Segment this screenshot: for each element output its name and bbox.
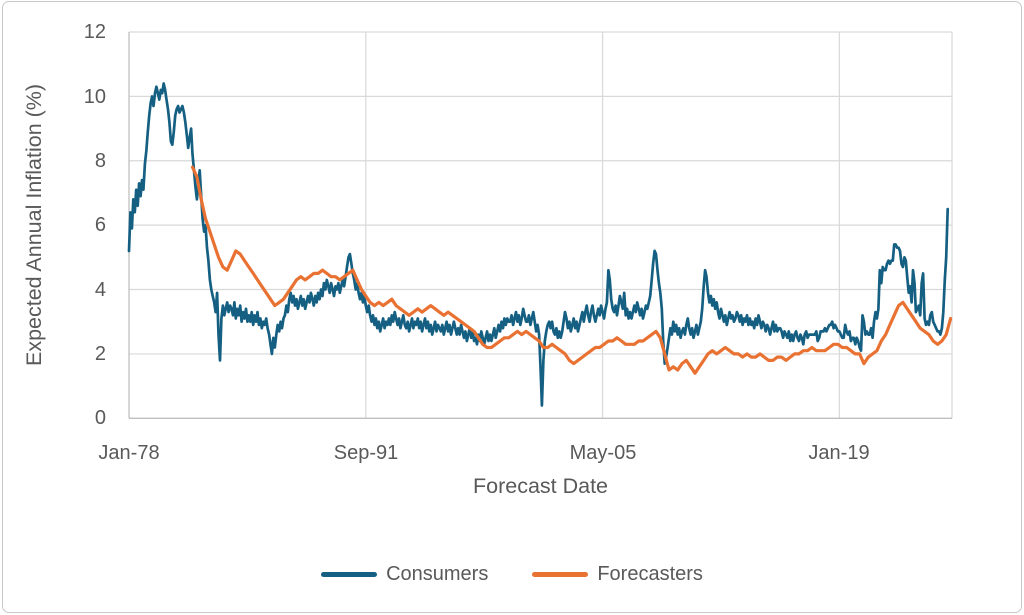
x-tick-label-jan78: Jan-78 [98,442,160,464]
legend: Consumers Forecasters [0,559,1024,589]
x-tick-label-may05: May-05 [569,442,637,464]
y-tick-label-6: 6 [94,214,106,236]
y-tick-label-4: 4 [94,279,106,301]
legend-label-consumers: Consumers [386,562,489,585]
y-axis-title: Expected Annual Inflation (%) [22,83,46,367]
consumers-line-swatch [321,571,378,577]
y-tick-label-8: 8 [94,150,106,172]
forecasters-line-swatch [532,571,589,577]
y-tick-label-2: 2 [94,343,106,365]
x-tick-label-sep91: Sep-91 [333,442,399,464]
legend-label-forecasters: Forecasters [597,562,703,585]
legend-item-forecasters: Forecasters [532,563,703,586]
legend-item-consumers: Consumers [321,563,488,586]
y-tick-label-12: 12 [83,21,106,43]
consumers-line [127,82,950,407]
y-tick-label-10: 10 [83,86,106,108]
forecasters-line [190,165,953,375]
x-axis-title: Forecast Date [472,474,609,498]
gridlines [129,31,953,419]
y-tick-label-0: 0 [94,407,106,429]
x-tick-label-jan19: Jan-19 [808,442,870,464]
